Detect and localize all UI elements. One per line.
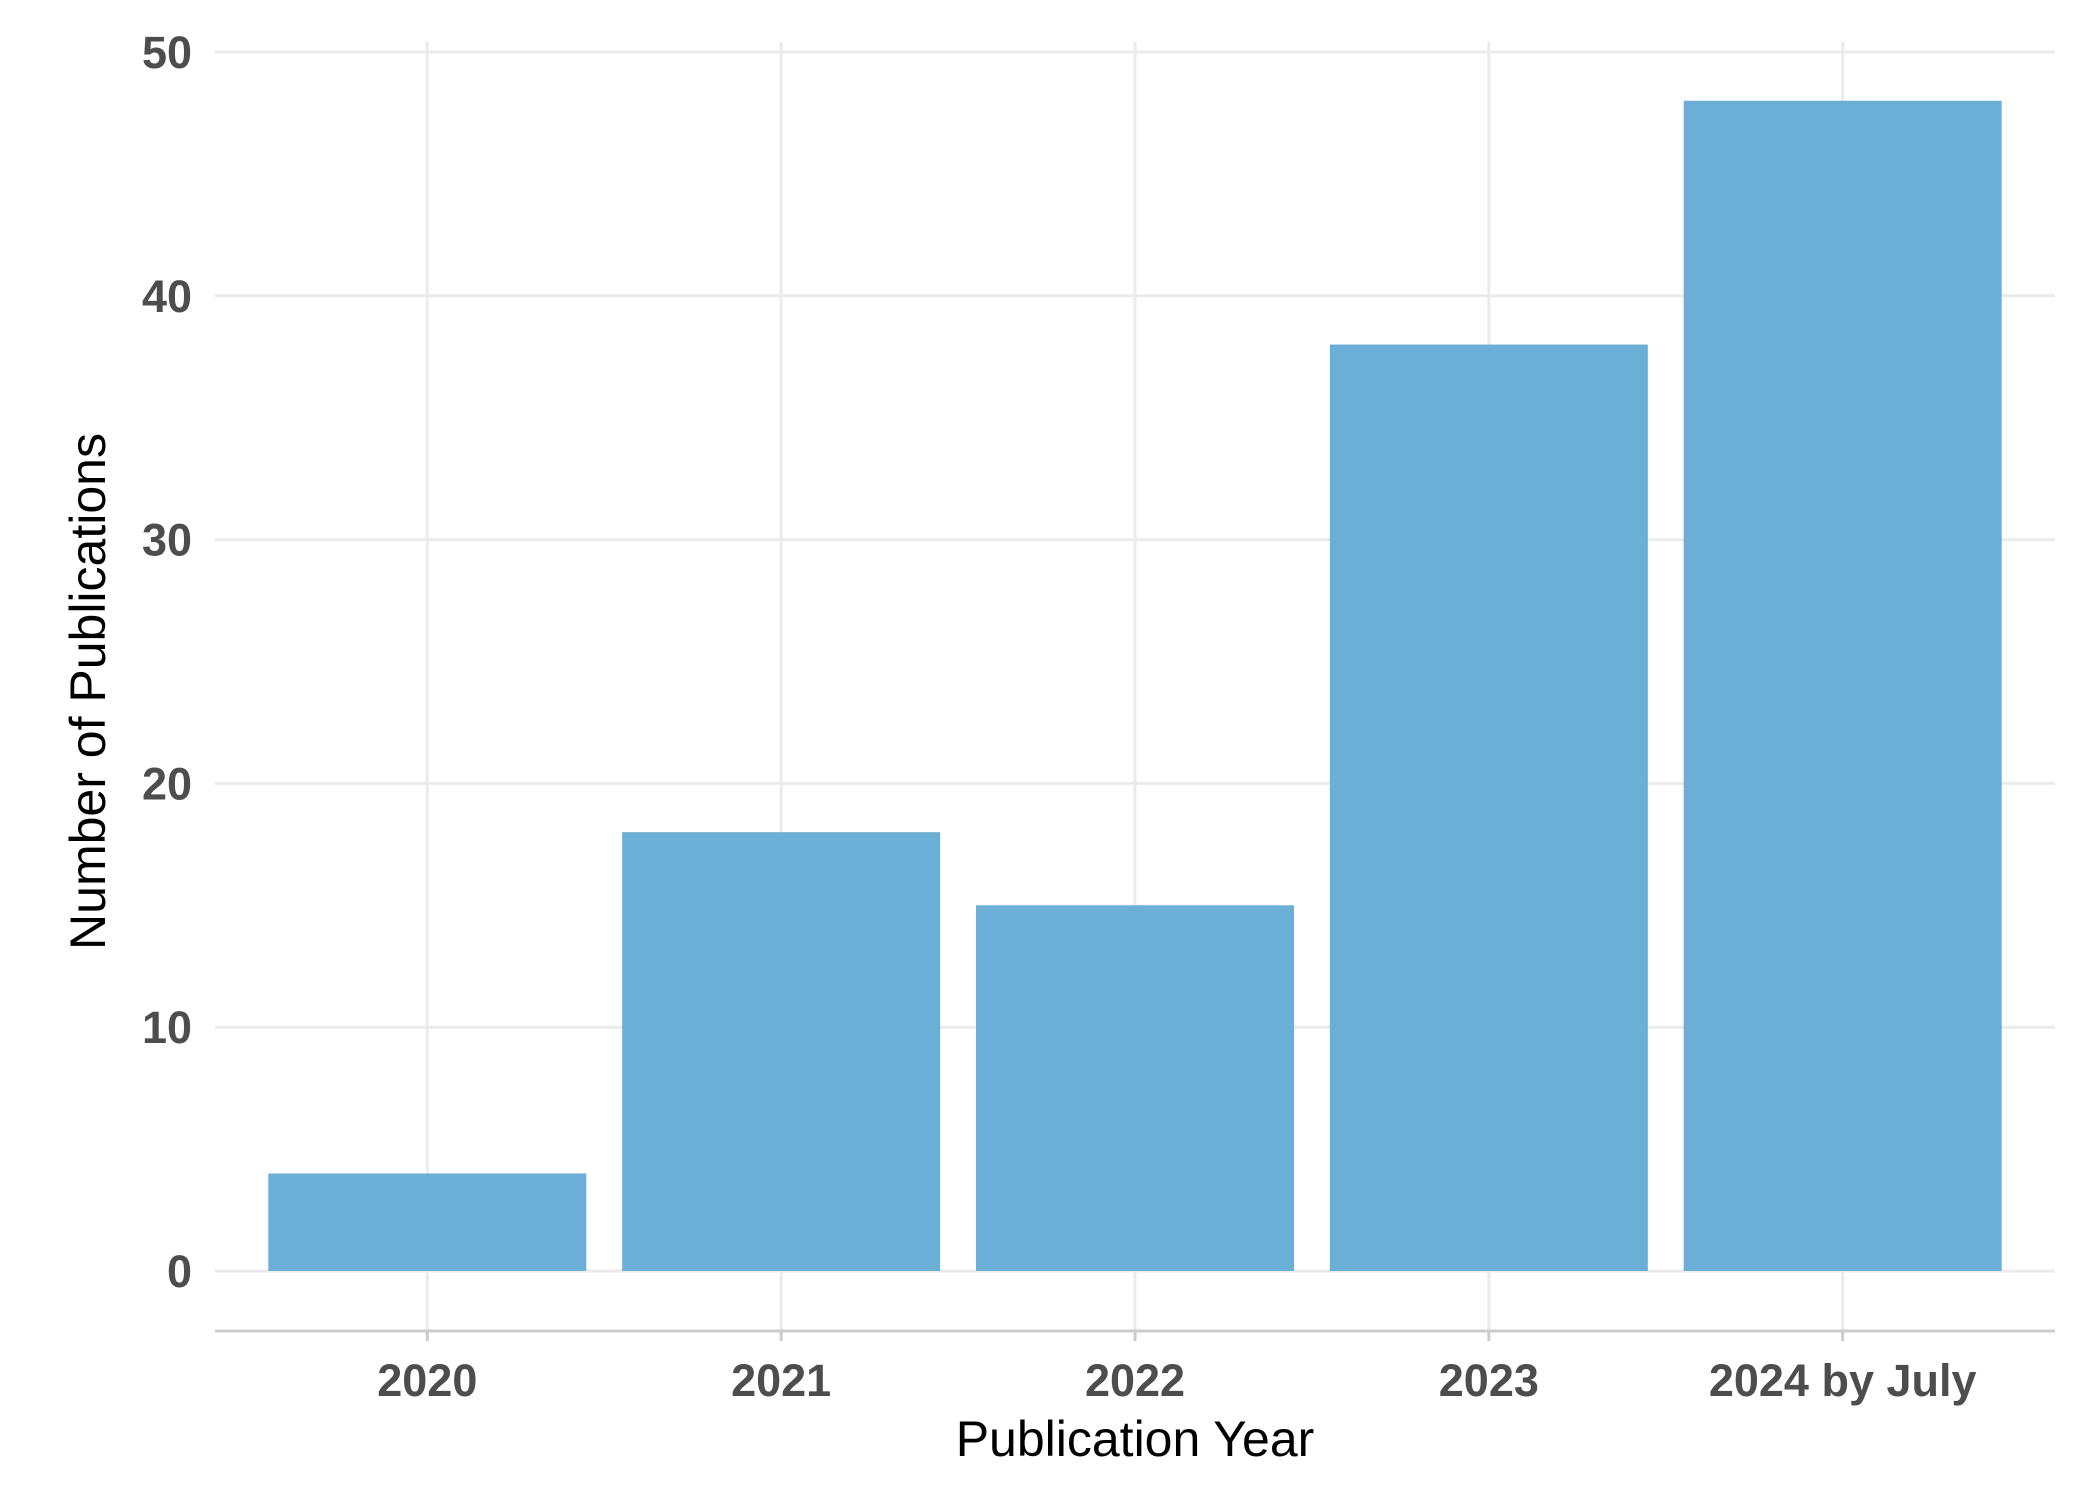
bars (268, 100, 2002, 1271)
x-tick-label: 2020 (377, 1355, 477, 1406)
x-tick-label: 2024 by July (1709, 1355, 1977, 1406)
y-tick-label: 20 (142, 758, 192, 809)
bar-2024-by-july (1683, 100, 2002, 1271)
x-axis-ticks: 2020 2021 2022 2023 2024 by July (377, 1331, 1977, 1406)
x-tick-label: 2021 (731, 1355, 831, 1406)
bar-2023 (1329, 344, 1648, 1271)
x-tick-label: 2023 (1439, 1355, 1539, 1406)
y-tick-label: 40 (142, 271, 192, 322)
y-axis-title: Number of Publications (60, 433, 116, 950)
bar-2022 (976, 905, 1294, 1271)
y-tick-label: 10 (142, 1002, 192, 1053)
x-tick-label: 2022 (1085, 1355, 1185, 1406)
x-axis-title: Publication Year (956, 1411, 1315, 1467)
y-tick-label: 0 (167, 1246, 192, 1297)
y-tick-label: 30 (142, 515, 192, 566)
bar-2021 (622, 832, 941, 1271)
bar-2020 (268, 1173, 587, 1271)
y-tick-label: 50 (142, 27, 192, 78)
y-axis-ticks: 0 10 20 30 40 50 (142, 27, 192, 1297)
